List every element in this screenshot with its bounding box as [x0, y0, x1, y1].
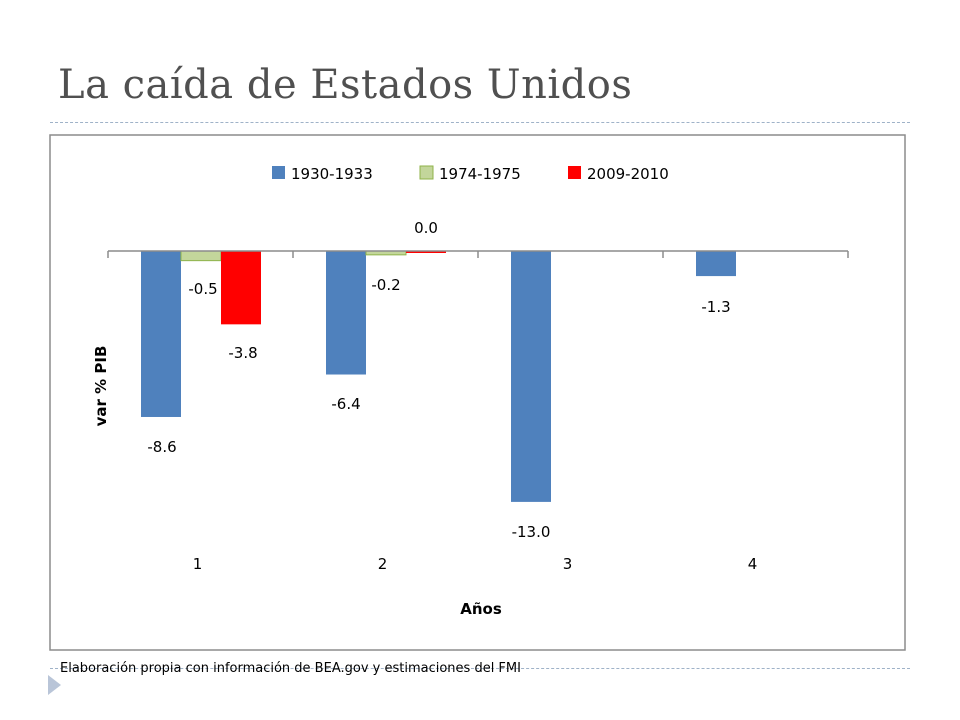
- bar-1974-1975-cat-1: [180, 250, 222, 262]
- bar-2009-2010-cat-1: [221, 251, 261, 325]
- bar-1930-1933-cat-1: [141, 251, 181, 417]
- legend: 1930-1933 1974-1975 2009-2010: [272, 165, 669, 183]
- data-label-1930-1933-cat-1: -8.6: [147, 438, 176, 456]
- data-label-1974-1975-cat-1: -0.5: [188, 280, 217, 298]
- footer-divider: [50, 668, 910, 669]
- bar-1930-1933-cat-4: [696, 251, 736, 277]
- data-label-2009-2010-cat-2: 0.0: [414, 219, 438, 237]
- bars: [141, 250, 736, 502]
- data-label-1930-1933-cat-2: -6.4: [331, 395, 360, 413]
- slide-title: La caída de Estados Unidos: [58, 62, 633, 108]
- legend-label-1930-1933: 1930-1933: [291, 165, 373, 183]
- legend-label-1974-1975: 1974-1975: [439, 165, 521, 183]
- bar-2009-2010-cat-2: [406, 251, 446, 253]
- category-label-1: 1: [193, 555, 203, 573]
- x-axis: [107, 250, 849, 258]
- legend-swatch-1930-1933: [272, 166, 285, 179]
- y-axis-title: var % PIB: [92, 346, 110, 427]
- category-label-3: 3: [563, 555, 573, 573]
- chart-frame: [49, 134, 906, 651]
- source-footnote: Elaboración propia con información de BE…: [60, 661, 521, 676]
- category-labels: 1 2 3 4: [193, 555, 758, 573]
- category-label-4: 4: [748, 555, 758, 573]
- data-label-1930-1933-cat-4: -1.3: [701, 298, 730, 316]
- x-axis-title: Años: [460, 600, 502, 618]
- bar-1930-1933-cat-2: [326, 251, 366, 375]
- bar-1930-1933-cat-3: [511, 251, 551, 502]
- data-label-2009-2010-cat-1: -3.8: [228, 344, 257, 362]
- title-divider: [50, 122, 910, 123]
- legend-swatch-2009-2010: [568, 166, 581, 179]
- category-label-2: 2: [378, 555, 388, 573]
- legend-swatch-1974-1975: [419, 165, 434, 180]
- data-label-1974-1975-cat-2: -0.2: [371, 276, 400, 294]
- bullet-arrow-icon: [48, 675, 61, 695]
- data-labels: -8.6 -6.4 -13.0 -1.3 -0.5 -0.2 -3.8 0.0: [147, 219, 730, 541]
- data-label-1930-1933-cat-3: -13.0: [512, 523, 551, 541]
- legend-label-2009-2010: 2009-2010: [587, 165, 669, 183]
